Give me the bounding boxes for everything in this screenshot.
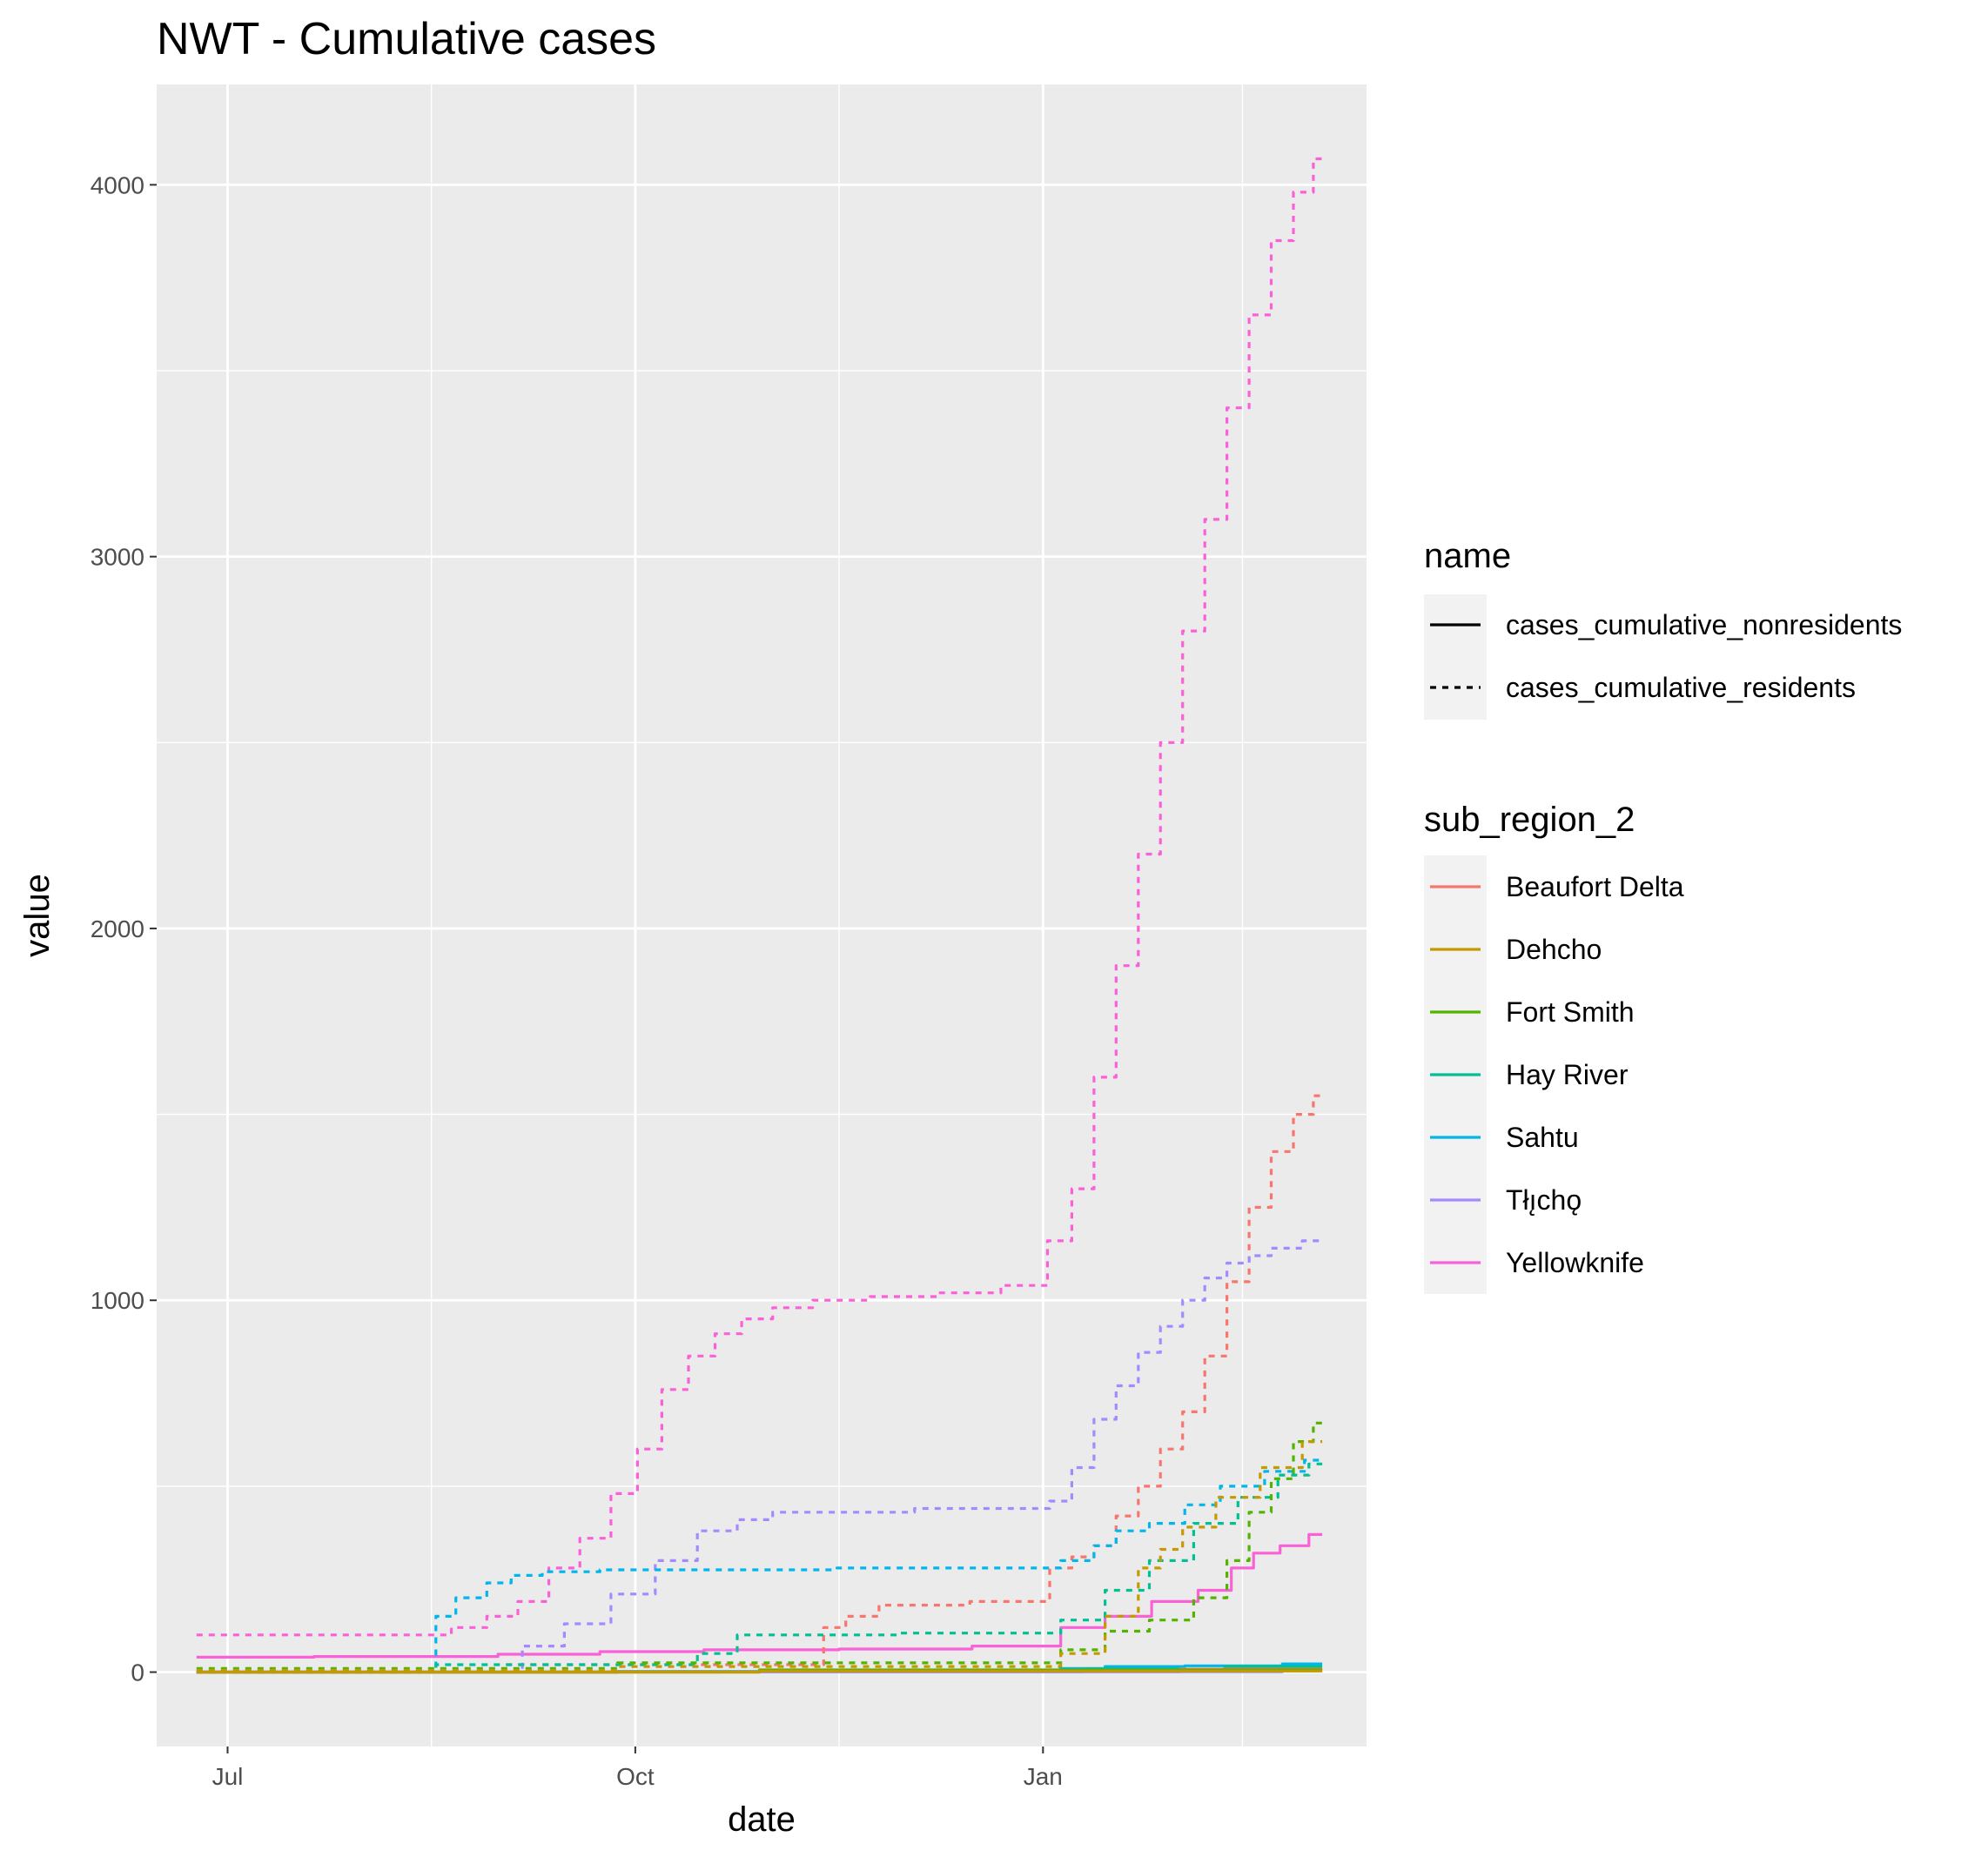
- x-axis-title: date: [728, 1800, 796, 1839]
- legend-colour-label: Hay River: [1506, 1059, 1629, 1090]
- y-tick-label: 2000: [91, 915, 144, 942]
- y-tick-label: 4000: [91, 171, 144, 198]
- series-line-dehcho-residents: [196, 1440, 1323, 1672]
- x-tick-labels: Jul Oct Jan: [212, 1763, 1063, 1790]
- series-line-fort-smith-residents: [196, 1421, 1323, 1670]
- legend-colour-label: Beaufort Delta: [1506, 871, 1684, 902]
- legend-colour-label: Fort Smith: [1506, 996, 1635, 1028]
- legend-colour-title: sub_region_2: [1424, 801, 1635, 839]
- series-line-yellowknife-residents: [196, 157, 1323, 1637]
- axis-ticks: [150, 184, 1044, 1753]
- legend-linetype-title: name: [1424, 537, 1511, 575]
- legend-colour-label: Sahtu: [1506, 1122, 1579, 1153]
- series-line-beaufort-delta-residents: [196, 1094, 1323, 1674]
- legend-colour-label: Tłı̨chǫ: [1506, 1184, 1582, 1216]
- legend-colour-label: Yellowknife: [1506, 1247, 1644, 1278]
- plot-panel: [157, 84, 1367, 1746]
- y-tick-labels: 0 1000 2000 3000 4000: [91, 171, 144, 1686]
- x-tick-label: Oct: [616, 1763, 655, 1790]
- legend-colour-label: Dehcho: [1506, 934, 1602, 965]
- y-tick-label: 1000: [91, 1287, 144, 1314]
- x-tick-label: Jan: [1024, 1763, 1063, 1790]
- grid-major: [157, 84, 1367, 1746]
- x-tick-label: Jul: [212, 1763, 244, 1790]
- y-tick-label: 0: [131, 1659, 144, 1686]
- y-tick-label: 3000: [91, 544, 144, 571]
- series-layer: [196, 157, 1323, 1674]
- legend-linetype-label: cases_cumulative_nonresidents: [1506, 609, 1902, 640]
- legend-linetype-label: cases_cumulative_residents: [1506, 672, 1856, 703]
- grid-minor: [157, 84, 1367, 1746]
- series-line-yellowknife-nonresidents: [196, 1532, 1323, 1659]
- legend-linetype-key-bg: [1424, 594, 1487, 720]
- series-line-sahtu-residents: [196, 1458, 1323, 1674]
- y-axis-title: value: [18, 874, 57, 957]
- chart-title: NWT - Cumulative cases: [157, 14, 656, 64]
- legend-linetype: name cases_cumulative_nonresidents cases_…: [1424, 537, 1902, 720]
- legend-colour: sub_region_2 Beaufort Delta Dehcho Fort Sm…: [1424, 801, 1684, 1294]
- series-line-hay-river-residents: [196, 1462, 1323, 1674]
- series-line-dehcho-nonresidents: [196, 1669, 1323, 1674]
- series-line-t-cho-residents: [196, 1239, 1323, 1674]
